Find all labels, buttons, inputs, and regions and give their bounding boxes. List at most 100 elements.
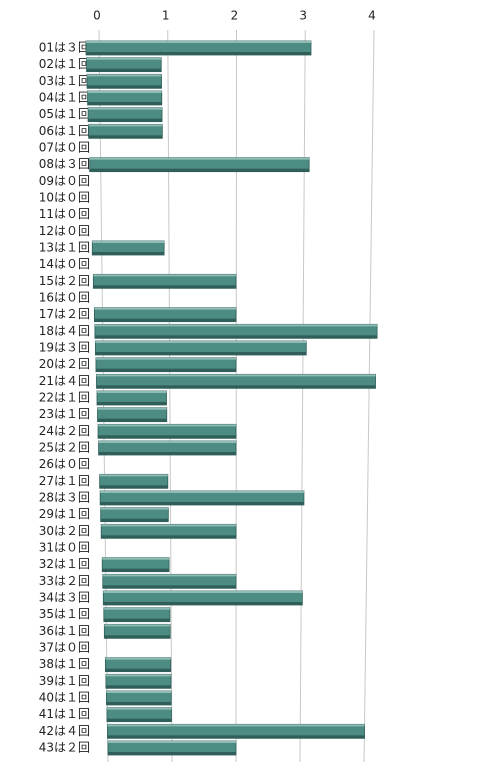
bar-shade [87,85,162,89]
bar-highlight [98,424,236,427]
bar-highlight [94,324,378,327]
bar-shade [102,568,170,572]
bar-highlight [103,591,303,593]
y-tick-label: 42は４回 [39,724,90,738]
bar-shade [105,685,171,689]
bar-shade [94,335,378,339]
bar-highlight [105,674,171,677]
y-tick-label: 23は１回 [39,407,90,421]
bar-shade [105,668,171,672]
y-tick-label: 28は３回 [39,491,90,505]
y-tick-label: 38は１回 [39,657,90,671]
grid-line [167,29,173,763]
bar-shade [89,168,310,172]
bar-shade [93,285,236,289]
bar-highlight [88,124,163,127]
y-tick-label: 16は０回 [39,291,90,305]
bar-shade [101,535,236,539]
bar-shade [102,585,236,589]
y-tick-label: 19は３回 [39,341,90,355]
bar-highlight [106,691,172,693]
bar-shade [99,485,168,489]
y-tick-label: 06は１回 [39,124,90,138]
bar-highlight [99,474,168,477]
y-tick-label: 27は１回 [39,474,90,488]
bar-highlight [105,657,171,660]
bar-shade [95,368,236,372]
y-tick-label: 22は１回 [39,391,90,405]
y-tick-label: 35は１回 [39,607,90,621]
bar-shade [106,718,172,722]
x-tick-label: 1 [162,9,170,23]
y-tick-label: 43は２回 [39,741,90,755]
bar-highlight [102,557,170,560]
y-tick-label: 17は２回 [39,307,90,321]
y-tick-label: 33は２回 [39,574,90,588]
x-tick-label: 3 [299,9,307,23]
bar-shade [87,102,162,105]
y-tick-label: 26は０回 [39,457,90,471]
bar-shade [88,118,163,122]
bar-highlight [95,341,307,343]
y-tick-label: 18は４回 [39,324,90,338]
y-tick-label: 32は１回 [39,557,90,571]
bar-highlight [94,307,236,310]
y-tick-label: 07は０回 [39,141,90,155]
y-tick-label: 29は１回 [39,507,90,521]
bar-shade [96,385,376,389]
y-tick-label: 13は１回 [39,241,90,255]
bar-shade [103,618,170,622]
bar-shade [98,452,236,455]
y-tick-label: 09は０回 [39,174,90,188]
bar-shade [88,135,163,139]
bar-shade [98,435,236,439]
y-tick-label: 08は３回 [39,157,90,171]
bar-shade [92,252,165,255]
y-tick-label: 01は３回 [39,41,90,55]
bar-shade [108,752,236,755]
bar-highlight [104,624,171,627]
y-tick-label: 39は１回 [39,674,90,688]
bar-highlight [100,507,169,510]
y-tick-label: 04は１回 [39,91,90,105]
bar-highlight [107,724,365,727]
y-tick-label: 34は３回 [39,591,90,605]
bar-shade [95,352,307,355]
y-tick-label: 24は２回 [39,424,90,438]
y-tick-label: 05は１回 [39,107,90,121]
y-tick-label: 20は２回 [39,357,90,371]
bar-highlight [89,157,310,160]
x-tick-label: 4 [368,9,376,23]
y-tick-label: 10は０回 [39,191,90,205]
bar-highlight [97,391,167,393]
x-tick-label: 0 [93,9,101,23]
y-tick-label: 12は０回 [39,224,90,238]
y-tick-label: 03は１回 [39,74,90,88]
bar-highlight [102,574,236,577]
bar-highlight [86,41,311,43]
bar-shade [86,52,311,55]
bar-shade [103,602,303,605]
bar-highlight [97,407,167,410]
y-tick-label: 02は１回 [39,57,90,71]
y-tick-label: 21は４回 [39,374,90,388]
bar-highlight [93,274,236,277]
bar-shade [97,402,167,405]
bar-shade [100,502,304,505]
bar-shade [94,318,236,322]
bar-shade [100,518,169,522]
bar-highlight [98,441,236,443]
y-tick-label: 37は０回 [39,641,90,655]
bar-shade [86,68,162,72]
bar-shade [107,735,365,739]
bar-shade [104,635,171,639]
y-tick-label: 30は２回 [39,524,90,538]
bar-highlight [106,707,172,710]
y-tick-label: 40は１回 [39,691,90,705]
y-tick-label: 14は０回 [39,257,90,271]
bar-highlight [96,374,376,377]
bar-shade [97,418,167,422]
bar-highlight [95,357,236,360]
x-tick-label: 2 [231,9,239,23]
y-tick-label: 41は１回 [39,707,90,721]
